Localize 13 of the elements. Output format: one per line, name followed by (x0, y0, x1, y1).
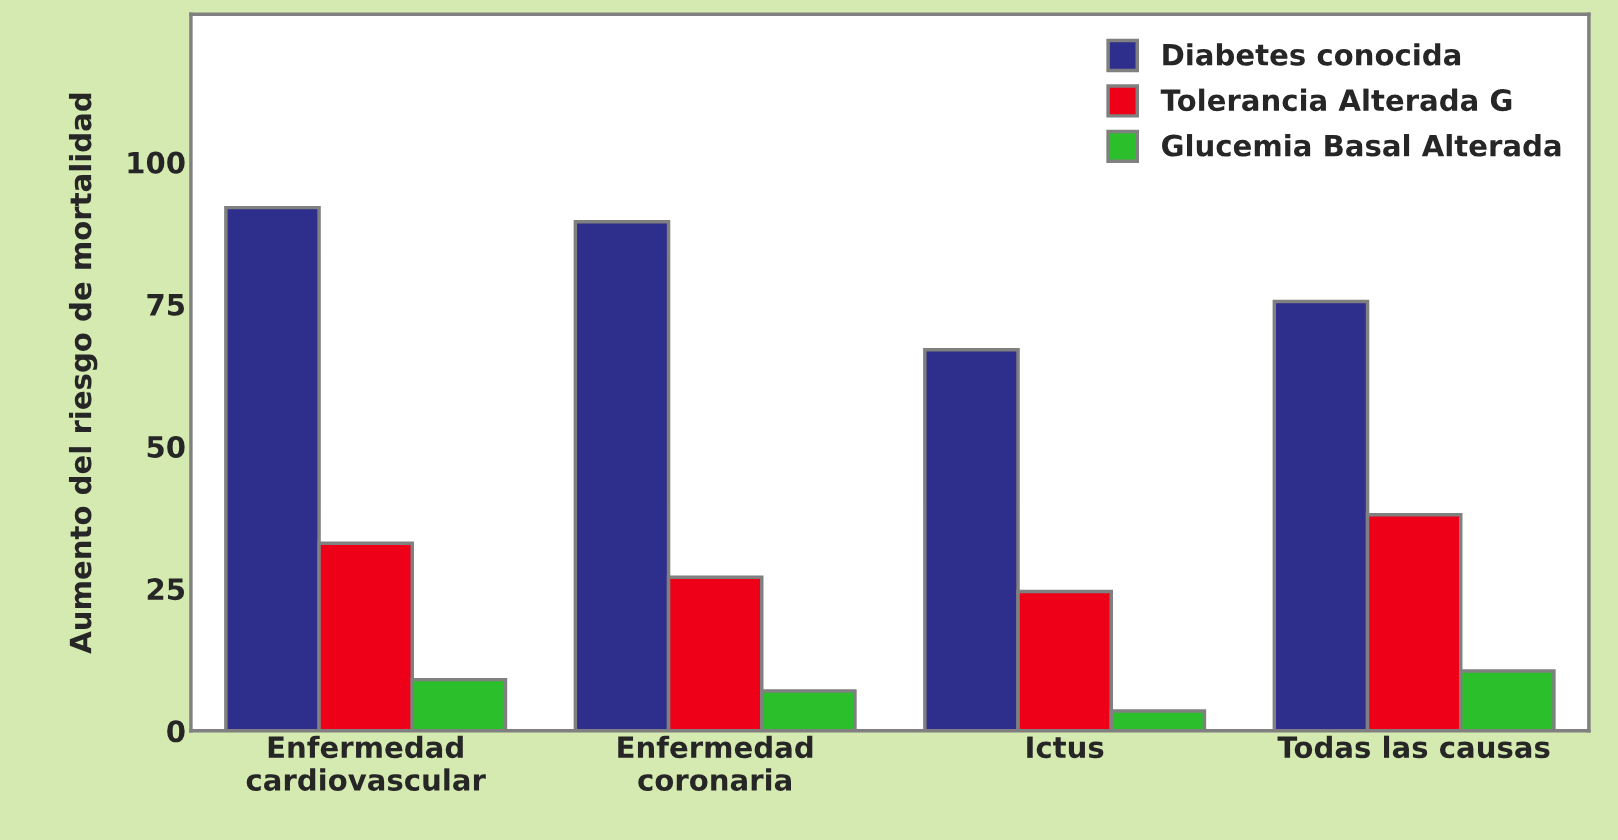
legend-label: Tolerancia Alterada G (1160, 88, 1512, 112)
y-tick-label: 50 (147, 435, 185, 458)
x-tick-label: Ictus (1027, 736, 1104, 759)
y-tick-label: 75 (147, 294, 185, 316)
y-axis-title: Aumento del riesgo de mortalidad (68, 93, 98, 654)
x-tick-label: Todas las causas (1277, 735, 1550, 759)
x-tick-label: Enfermedad cardiovascular (246, 735, 486, 791)
y-tick-label: 0 (167, 720, 185, 743)
legend-label: Glucemia Basal Alterada (1162, 134, 1561, 157)
y-tick-label: 25 (147, 578, 185, 601)
y-tick-label: 100 (128, 151, 185, 174)
legend-label: Diabetes conocida (1163, 43, 1461, 66)
x-tick-label: Enfermedad coronaria (618, 735, 813, 791)
